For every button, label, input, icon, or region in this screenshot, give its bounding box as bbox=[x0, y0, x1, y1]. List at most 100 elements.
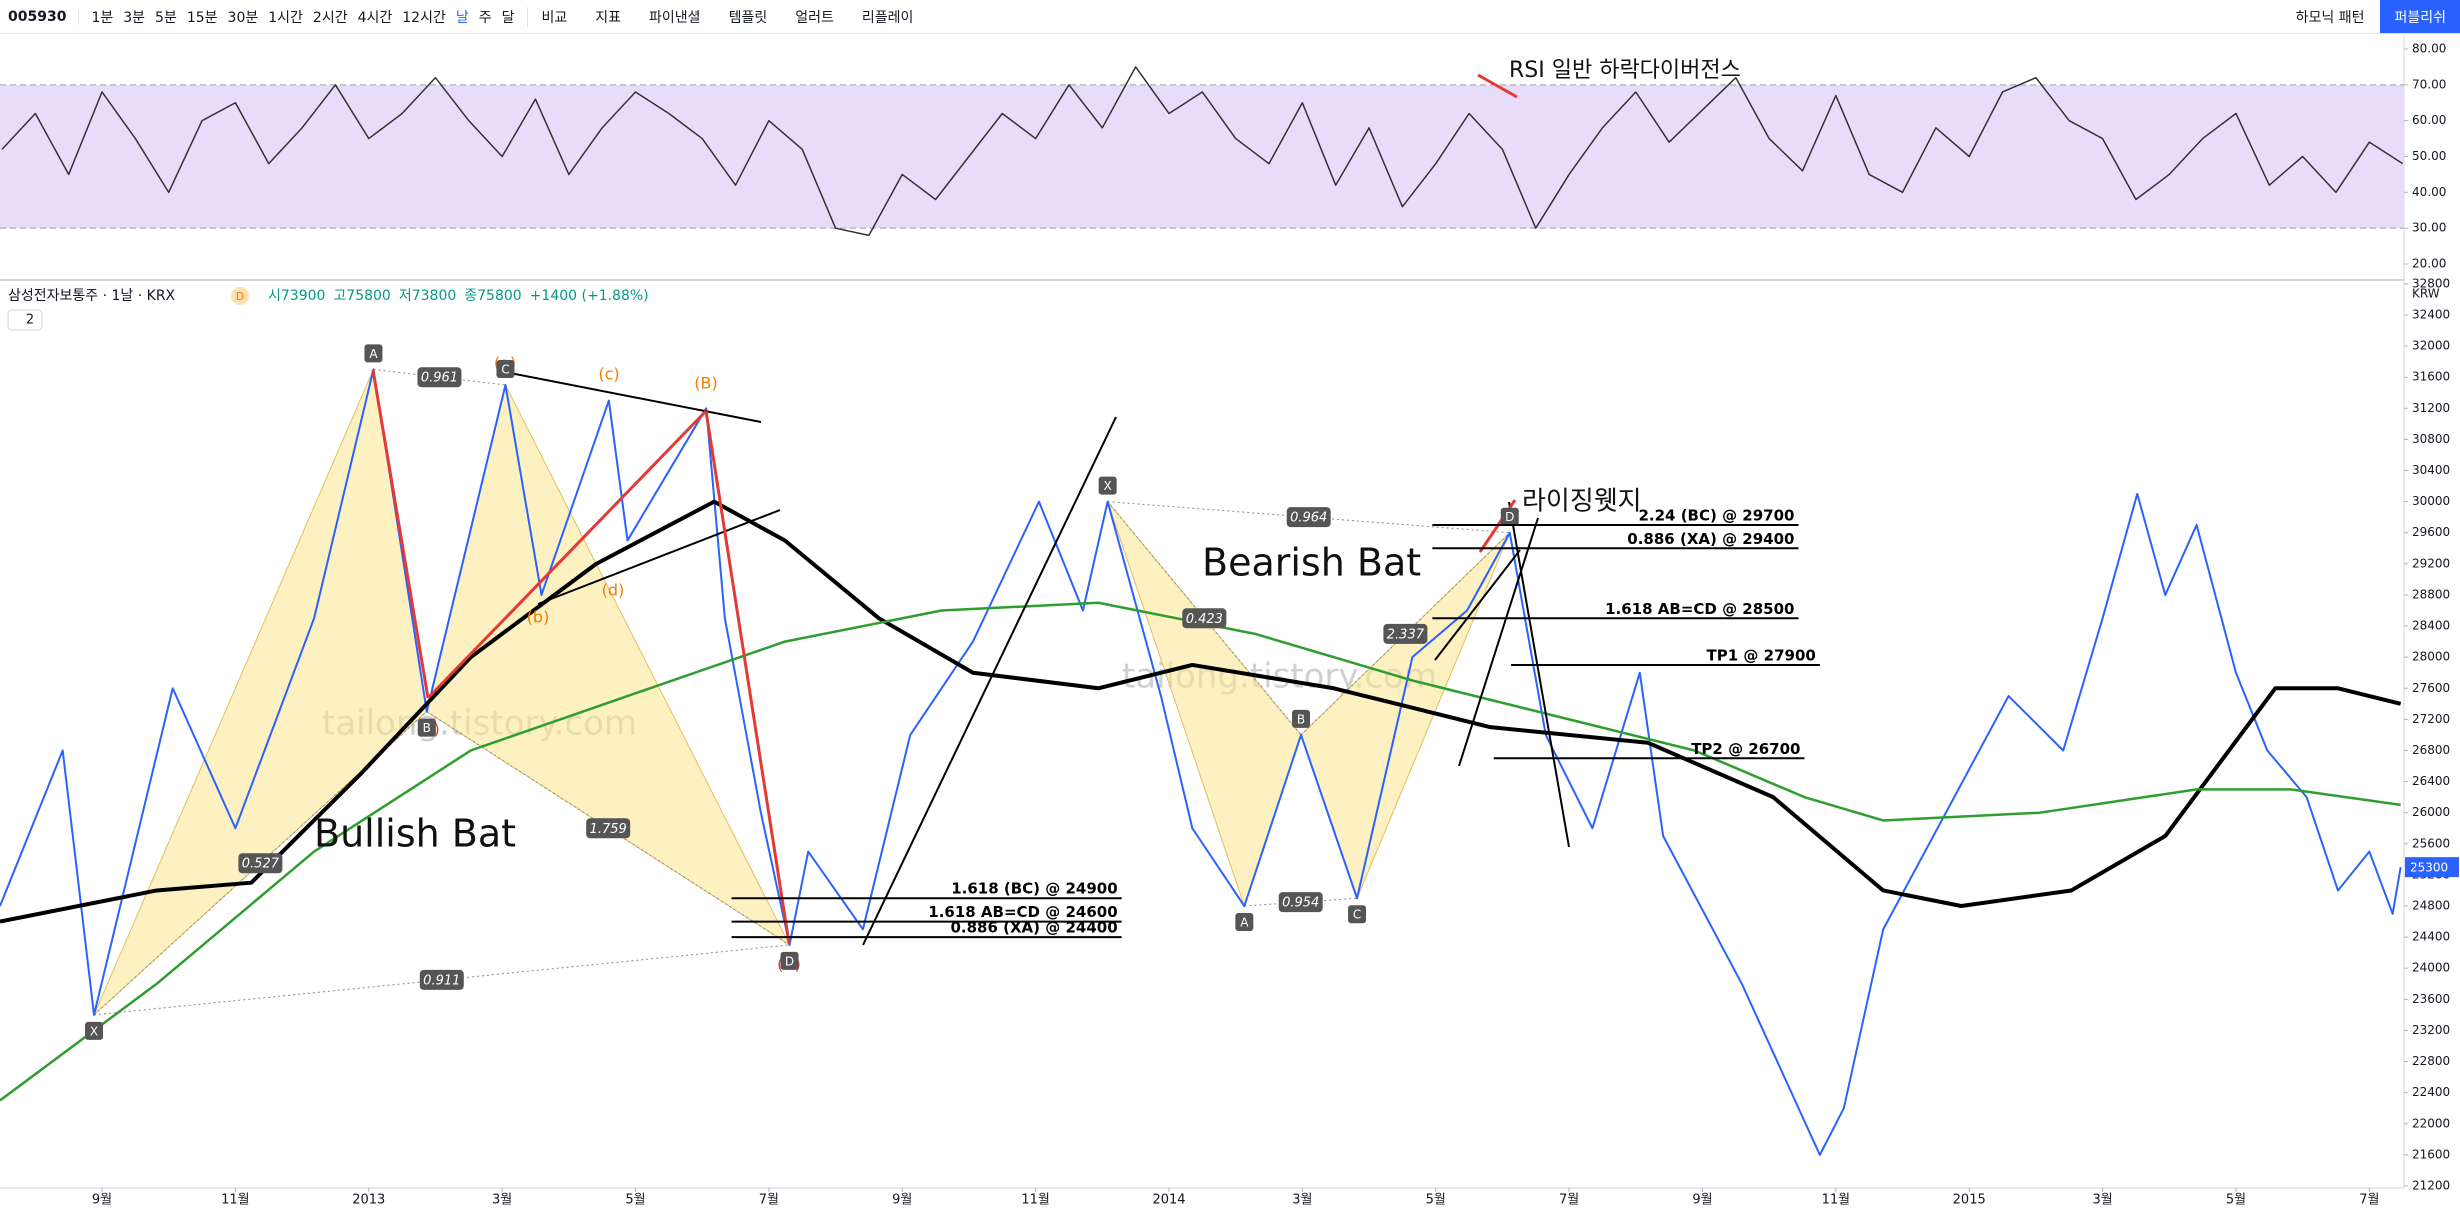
legend-badge: D bbox=[236, 290, 244, 303]
ratio-badge bbox=[1182, 608, 1227, 629]
pattern-triangle bbox=[1300, 532, 1511, 900]
intervals: 1분 3분 5분 15분 30분 1시간 2시간 4시간 12시간 날 주 달 bbox=[79, 6, 528, 27]
wave-line bbox=[704, 410, 791, 944]
wave-label: (d) bbox=[602, 581, 625, 600]
y-tick-label: 29200 bbox=[2412, 556, 2450, 570]
y-tick-label: 60.00 bbox=[2412, 113, 2446, 127]
interval-button[interactable]: 30분 bbox=[227, 9, 259, 26]
y-tick-label: 21200 bbox=[2412, 1178, 2450, 1192]
ratio-badge bbox=[1383, 623, 1428, 644]
y-tick-label: 50.00 bbox=[2412, 149, 2446, 163]
y-tick-label: 31200 bbox=[2412, 401, 2450, 415]
y-tick-label: 22800 bbox=[2412, 1054, 2450, 1068]
x-tick-label: 3월 bbox=[1292, 1193, 1312, 1208]
ratio-line bbox=[93, 944, 790, 1016]
last-price-label: 25300 bbox=[2410, 861, 2448, 875]
x-tick-label: 5월 bbox=[625, 1193, 645, 1208]
pattern-triangle bbox=[426, 383, 791, 947]
x-tick-label: 9월 bbox=[892, 1193, 912, 1208]
point-label: C bbox=[1353, 908, 1361, 922]
y-tick-label: 30800 bbox=[2412, 432, 2450, 446]
ratio-label: 0.964 bbox=[1290, 511, 1327, 526]
publish-button[interactable]: 퍼블리쉬 bbox=[2380, 0, 2460, 33]
interval-button[interactable]: 달 bbox=[501, 9, 515, 26]
interval-button[interactable]: 3분 bbox=[123, 9, 146, 26]
interval-button[interactable]: 12시간 bbox=[402, 9, 446, 26]
ratio-badge bbox=[419, 969, 464, 990]
interval-button[interactable]: 1분 bbox=[91, 9, 114, 26]
y-tick-label: 20.00 bbox=[2412, 257, 2446, 271]
legend-symbol: 삼성전자보통주 · 1날 · KRX bbox=[8, 288, 176, 304]
point-badge bbox=[85, 1021, 104, 1040]
y-tick-label: 30400 bbox=[2412, 463, 2450, 477]
toolbar-button[interactable]: 리플레이 bbox=[861, 9, 914, 26]
y-tick-label: 40.00 bbox=[2412, 185, 2446, 199]
x-tick-label: 9월 bbox=[92, 1193, 112, 1208]
x-tick-label: 11월 bbox=[1021, 1193, 1050, 1208]
series-line bbox=[0, 601, 2401, 1102]
interval-button[interactable]: 1시간 bbox=[268, 9, 303, 26]
y-tick-label: 26800 bbox=[2412, 743, 2450, 757]
rsi-band bbox=[0, 84, 2404, 229]
x-tick-label: 9월 bbox=[1692, 1193, 1712, 1208]
point-label: B bbox=[1297, 712, 1305, 726]
rsi-annotation: RSI 일반 하락다이버전스 bbox=[1509, 58, 1741, 83]
point-badge bbox=[1235, 913, 1254, 932]
interval-button[interactable]: 날 bbox=[455, 9, 469, 26]
annotation: 라이징웻지 bbox=[1522, 487, 1642, 517]
pattern-name: Bullish Bat bbox=[314, 812, 516, 856]
symbol[interactable]: 005930 bbox=[0, 8, 80, 25]
wedge-line bbox=[1434, 549, 1521, 661]
toolbar-right: 하모닉 패턴 퍼블리쉬 bbox=[2296, 0, 2460, 33]
y-tick-label: 28400 bbox=[2412, 619, 2450, 633]
y-tick-label: 30.00 bbox=[2412, 221, 2446, 235]
y-tick-label: 23600 bbox=[2412, 992, 2450, 1006]
pattern-name: Bearish Bat bbox=[1202, 541, 1421, 585]
y-tick-label: 70.00 bbox=[2412, 77, 2446, 91]
point-label: D bbox=[785, 954, 794, 968]
point-label: B bbox=[423, 721, 431, 735]
wedge-line bbox=[1458, 517, 1539, 767]
toolbar-button[interactable]: 비교 bbox=[541, 9, 568, 26]
series-line bbox=[0, 368, 2402, 1156]
interval-button[interactable]: 4시간 bbox=[357, 9, 393, 26]
collapse-button[interactable] bbox=[7, 309, 43, 331]
y-tick-label: 32000 bbox=[2412, 339, 2450, 353]
ratio-badge bbox=[238, 853, 283, 874]
point-label: A bbox=[1240, 916, 1249, 930]
y-tick-label: 24800 bbox=[2412, 899, 2450, 913]
toolbar-button[interactable]: 템플릿 bbox=[728, 9, 768, 26]
legend-value: 종75800 bbox=[464, 288, 521, 304]
y-tick-label: 27600 bbox=[2412, 681, 2450, 695]
point-badge bbox=[1292, 709, 1311, 728]
level-label: 1.618 (BC) @ 24900 bbox=[951, 880, 1117, 898]
interval-button[interactable]: 주 bbox=[478, 9, 492, 26]
point-badge bbox=[780, 951, 799, 970]
interval-button[interactable]: 15분 bbox=[186, 9, 218, 26]
currency: KRW bbox=[2412, 287, 2440, 301]
y-tick-label: 22000 bbox=[2412, 1116, 2450, 1130]
interval-button[interactable]: 2시간 bbox=[312, 9, 348, 26]
y-tick-label: 26400 bbox=[2412, 774, 2450, 788]
point-label: X bbox=[1104, 479, 1112, 493]
y-tick-label: 28800 bbox=[2412, 587, 2450, 601]
level-label: 1.618 AB=CD @ 28500 bbox=[1605, 600, 1794, 618]
level-label: 0.886 (XA) @ 24400 bbox=[950, 919, 1117, 937]
toolbar-button[interactable]: 지표 bbox=[595, 9, 622, 26]
ratio-badge bbox=[586, 818, 631, 839]
toolbar-button[interactable]: 파이낸셜 bbox=[649, 9, 701, 26]
legend-value: 저73800 bbox=[399, 288, 456, 304]
x-tick-label: 2014 bbox=[1152, 1193, 1185, 1208]
ratio-label: 0.527 bbox=[242, 857, 280, 872]
toolbar-buttons: 비교 지표 파이낸셜 템플릿 얼러트 리플레이 bbox=[528, 7, 928, 27]
trend-line bbox=[862, 416, 1117, 946]
series-line bbox=[0, 499, 2402, 924]
trend-line bbox=[537, 509, 781, 605]
y-tick-label: 22400 bbox=[2412, 1085, 2450, 1099]
x-tick-label: 7월 bbox=[2359, 1193, 2379, 1208]
y-tick-label: 24000 bbox=[2412, 961, 2450, 975]
interval-button[interactable]: 5분 bbox=[155, 9, 177, 26]
ratio-label: 0.961 bbox=[421, 371, 458, 386]
toolbar-button[interactable]: 얼러트 bbox=[795, 9, 834, 26]
pattern-button[interactable]: 하모닉 패턴 bbox=[2295, 9, 2365, 26]
